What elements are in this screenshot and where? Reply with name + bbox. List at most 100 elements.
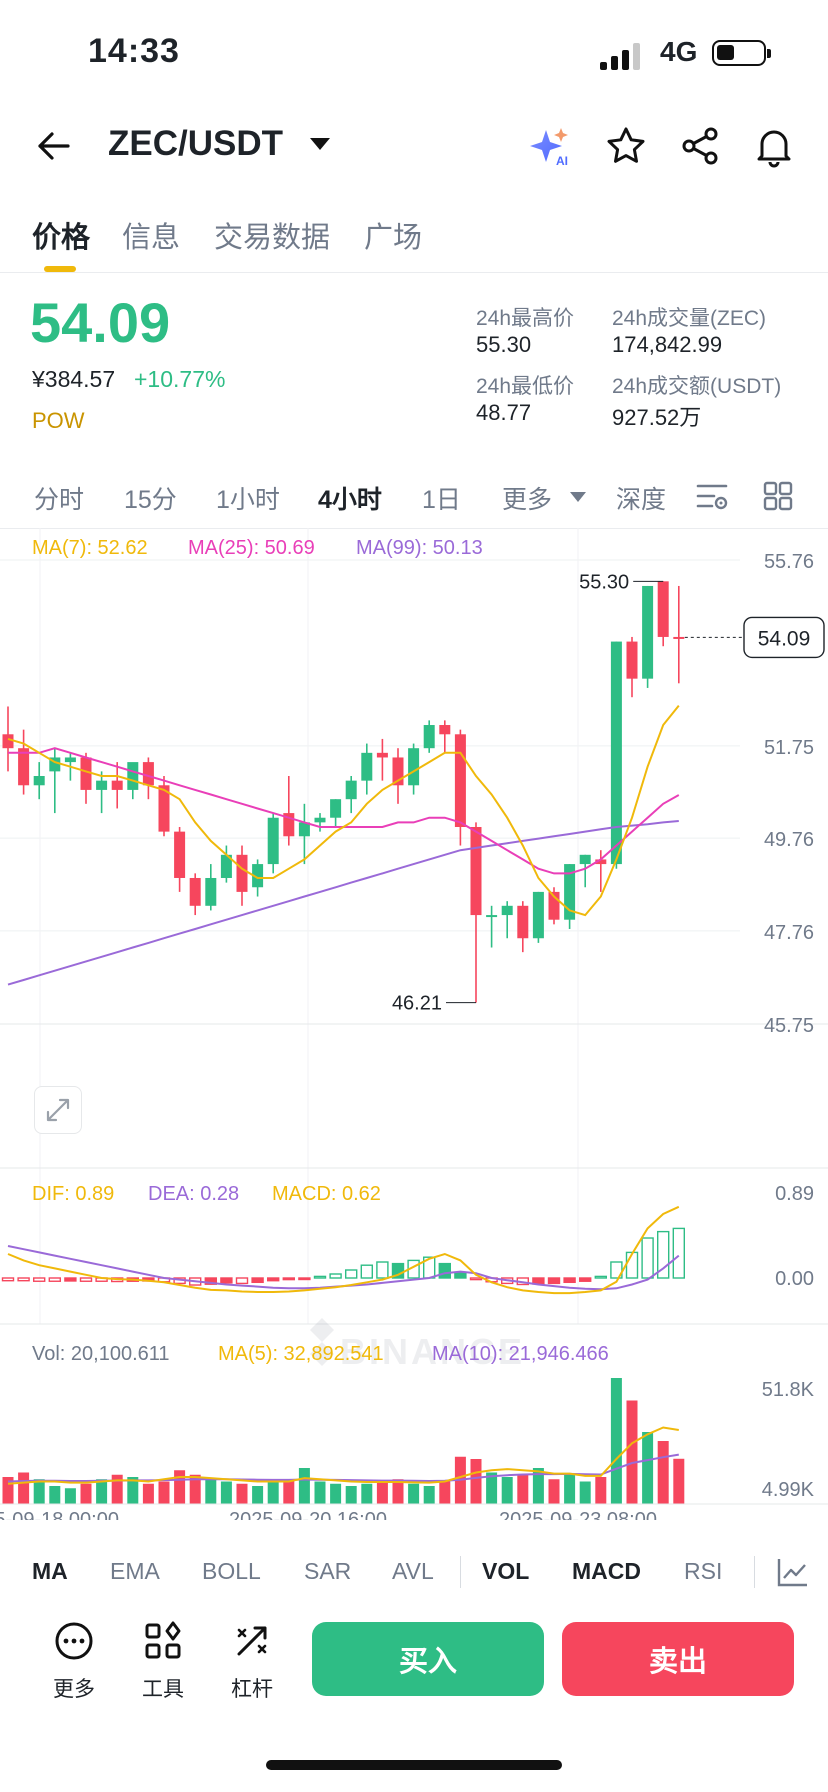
- indicator-settings-icon[interactable]: [776, 1556, 810, 1588]
- ai-sparkle-icon[interactable]: AI: [528, 124, 572, 168]
- bell-icon[interactable]: [752, 124, 796, 168]
- buy-button[interactable]: 买入: [312, 1622, 544, 1696]
- tab-trade-data[interactable]: 交易数据: [214, 222, 331, 254]
- x-axis-label: 2025-09-20 16:00: [229, 1509, 387, 1520]
- volume-bar: [501, 1477, 513, 1504]
- x-axis-labels: 2025-09-18 00:00 2025-09-20 16:00 2025-09-…: [0, 1509, 657, 1520]
- volume-bar: [345, 1486, 357, 1504]
- macd-bar: [625, 1251, 639, 1279]
- tab-square[interactable]: 广场: [364, 222, 423, 254]
- y-tick-label: 45.75: [764, 1015, 814, 1037]
- more-action[interactable]: 更多: [34, 1620, 114, 1703]
- indicator-macd[interactable]: MACD: [572, 1558, 641, 1584]
- tf-4h[interactable]: 4小时: [318, 486, 382, 514]
- back-arrow-icon[interactable]: [34, 126, 74, 166]
- volume-bar: [111, 1474, 123, 1504]
- indicator-separator: [754, 1556, 755, 1588]
- status-time: 14:33: [88, 32, 180, 70]
- dif-line: [7, 1205, 680, 1295]
- macd-bar: [657, 1230, 670, 1279]
- chart-settings-icon[interactable]: [694, 480, 730, 512]
- coin-tag[interactable]: POW: [32, 408, 85, 433]
- volume-bar: [439, 1481, 451, 1504]
- tab-price[interactable]: 价格: [32, 222, 91, 254]
- last-price-tag-box: [743, 616, 825, 659]
- indicator-vol[interactable]: VOL: [482, 1558, 530, 1584]
- x-axis-label: 2025-09-18 00:00: [0, 1509, 119, 1520]
- low-mark-label: 46.21: [392, 993, 442, 1015]
- candle-body: [361, 752, 373, 781]
- leverage-action[interactable]: 杠杆: [212, 1620, 292, 1703]
- candle-body: [657, 581, 669, 637]
- volume-bar: [564, 1474, 576, 1504]
- home-indicator: [266, 1760, 562, 1770]
- candle-body: [595, 859, 607, 865]
- candle-body: [673, 636, 685, 639]
- volume-bar: [579, 1481, 591, 1504]
- volume-bar: [252, 1486, 264, 1504]
- indicator-ma[interactable]: MA: [32, 1558, 68, 1584]
- indicator-sar[interactable]: SAR: [304, 1558, 352, 1584]
- candle-body: [345, 780, 357, 800]
- pair-dropdown-caret-icon[interactable]: [310, 138, 330, 150]
- pair-title[interactable]: ZEC/USDT: [108, 124, 283, 163]
- macd-bar: [313, 1275, 327, 1279]
- indicator-ema[interactable]: EMA: [110, 1558, 160, 1584]
- tf-1h[interactable]: 1小时: [216, 486, 280, 514]
- share-icon[interactable]: [678, 124, 722, 168]
- kline-chart[interactable]: BINANCE MA(7): 52.62 MA(25): 50.69 MA(99…: [0, 528, 828, 1520]
- tf-more[interactable]: 更多: [502, 486, 553, 514]
- volume-bar: [283, 1479, 295, 1504]
- svg-text:BINANCE: BINANCE: [340, 1331, 525, 1372]
- star-icon[interactable]: [604, 124, 648, 168]
- indicator-avl[interactable]: AVL: [392, 1558, 434, 1584]
- macd-bar: [33, 1277, 46, 1282]
- volume-bar: [158, 1481, 170, 1504]
- vol-label: Vol: 20,100.611: [32, 1343, 170, 1365]
- macd-bar: [235, 1277, 249, 1285]
- tab-info[interactable]: 信息: [122, 222, 181, 254]
- macd-bar: [360, 1264, 373, 1279]
- battery-icon: [712, 40, 771, 66]
- candle-body: [626, 641, 638, 679]
- macd-bar: [17, 1277, 30, 1282]
- macd-bar: [282, 1277, 295, 1281]
- volume-24h-value: 174,842.99: [612, 332, 723, 357]
- tf-15m[interactable]: 15分: [124, 486, 177, 514]
- macd-bar: [251, 1277, 264, 1284]
- volume-bar: [142, 1483, 154, 1504]
- volume-bar: [2, 1477, 14, 1504]
- volume-bar: [517, 1474, 529, 1504]
- active-tab-indicator: [44, 266, 76, 272]
- layout-grid-icon[interactable]: [762, 480, 794, 512]
- macd-bar: [1, 1277, 15, 1282]
- macd-bar: [563, 1277, 576, 1284]
- tf-timeshare[interactable]: 分时: [34, 486, 85, 514]
- macd-bar: [376, 1261, 389, 1279]
- indicator-rsi[interactable]: RSI: [684, 1558, 723, 1584]
- tf-depth[interactable]: 深度: [616, 486, 667, 514]
- high-24h-value: 55.30: [476, 332, 532, 357]
- expand-chart-button[interactable]: [34, 1086, 82, 1134]
- candle-body: [49, 757, 61, 772]
- candle-body: [501, 905, 513, 916]
- candle-body: [127, 762, 139, 790]
- tf-1d[interactable]: 1日: [422, 486, 461, 514]
- candle-body: [142, 762, 154, 786]
- macd-bar: [345, 1269, 358, 1279]
- tools-action[interactable]: 工具: [123, 1620, 203, 1703]
- price-change-pct: +10.77%: [134, 366, 226, 392]
- ma7-line: [7, 704, 680, 917]
- volume-bar: [174, 1470, 186, 1504]
- candle-body: [2, 734, 14, 749]
- sell-button[interactable]: 卖出: [562, 1622, 794, 1696]
- high-24h-label: 24h最高价: [476, 307, 575, 330]
- volume-bar: [470, 1459, 482, 1504]
- vol-y-tick: 51.8K: [762, 1379, 815, 1401]
- macd-bar: [438, 1262, 451, 1279]
- indicator-boll[interactable]: BOLL: [202, 1558, 261, 1584]
- candle-body: [205, 877, 217, 906]
- tf-more-caret-icon[interactable]: [570, 492, 586, 502]
- ma99-label: MA(99): 50.13: [356, 537, 483, 559]
- candle-body: [158, 785, 170, 832]
